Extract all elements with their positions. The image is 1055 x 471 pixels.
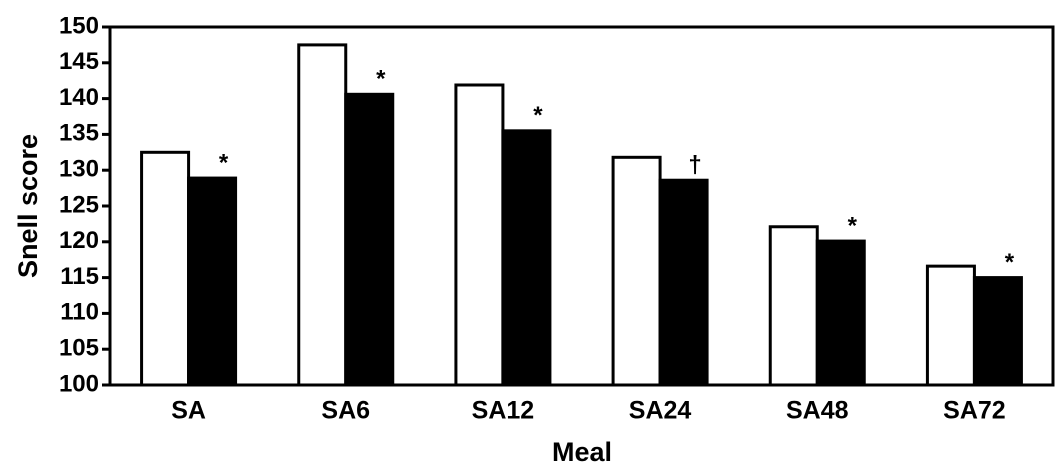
annotation: * <box>1005 249 1015 276</box>
x-tick-label: SA24 <box>629 397 692 425</box>
x-tick-label: SA6 <box>321 397 370 425</box>
y-tick-label: 140 <box>59 84 99 111</box>
y-tick-label: 150 <box>59 12 99 39</box>
annotation: † <box>688 152 701 179</box>
y-tick-label: 100 <box>59 370 99 397</box>
bar <box>344 92 395 387</box>
y-tick-label: 110 <box>60 299 99 326</box>
annotation: * <box>533 102 543 129</box>
annotation: * <box>848 212 858 239</box>
x-axis-label: Meal <box>552 437 612 467</box>
y-tick-label: 120 <box>59 227 99 254</box>
y-tick-label: 130 <box>59 156 99 183</box>
bar <box>501 129 552 387</box>
y-tick-label: 115 <box>60 263 99 290</box>
y-tick-label: 105 <box>59 335 99 362</box>
bar <box>925 264 976 387</box>
bar <box>297 43 348 387</box>
bar <box>454 83 505 387</box>
y-tick-label: 135 <box>59 120 99 147</box>
y-axis-label: Snell score <box>13 134 43 278</box>
bar <box>972 276 1023 387</box>
x-tick-label: SA12 <box>472 397 535 425</box>
x-tick-label: SA48 <box>786 397 849 425</box>
y-tick-label: 145 <box>59 48 99 75</box>
bar <box>768 225 819 387</box>
y-tick-label: 125 <box>59 191 99 218</box>
bar <box>611 155 662 387</box>
bar <box>658 178 709 387</box>
bar <box>187 176 238 387</box>
annotation: * <box>376 66 386 93</box>
bar <box>140 150 191 387</box>
x-tick-label: SA <box>171 397 206 425</box>
bar <box>815 239 866 387</box>
x-tick-label: SA72 <box>943 397 1006 425</box>
plot-frame <box>108 25 1055 387</box>
annotation: * <box>219 149 229 176</box>
